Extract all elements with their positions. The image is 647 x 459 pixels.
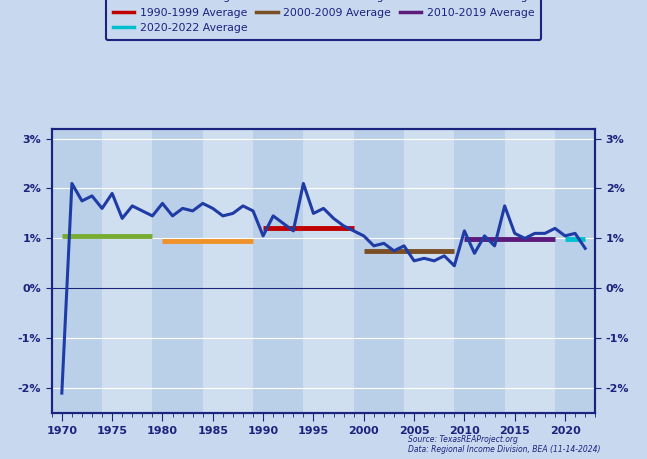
Bar [102, 129, 153, 413]
Bar [203, 129, 253, 413]
Bar [404, 129, 454, 413]
Bar [555, 129, 606, 413]
Legend: Annual % Change, 1990-1999 Average, 2020-2022 Average, 1970-1979 Average, 2000-2: Annual % Change, 1990-1999 Average, 2020… [106, 0, 541, 40]
Bar [454, 129, 505, 413]
Bar [253, 129, 303, 413]
Text: Source: TexasREAProject.org
Data: Regional Income Division, BEA (11-14-2024): Source: TexasREAProject.org Data: Region… [408, 435, 600, 454]
Bar [505, 129, 555, 413]
Bar [303, 129, 354, 413]
Bar [52, 129, 102, 413]
Bar [354, 129, 404, 413]
Bar [153, 129, 203, 413]
